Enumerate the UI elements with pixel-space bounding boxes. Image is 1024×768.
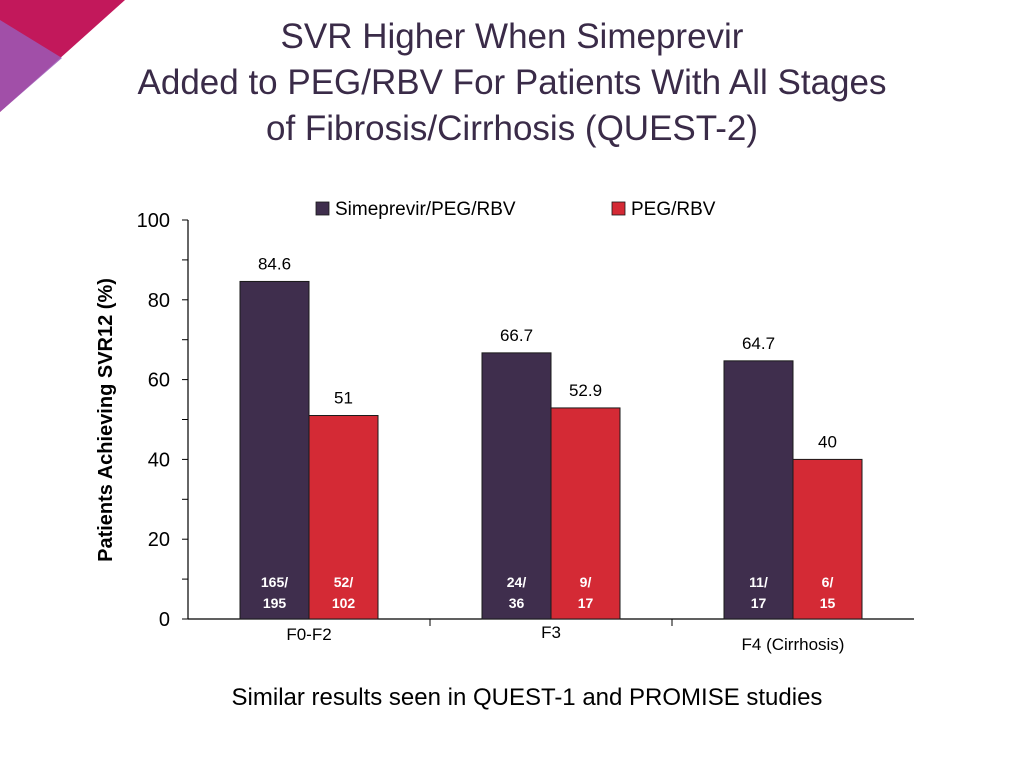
- bar: [481, 352, 552, 620]
- bar-count-numerator: 9/: [580, 574, 592, 590]
- bar: [550, 407, 621, 620]
- title-line-2: Added to PEG/RBV For Patients With All S…: [137, 63, 887, 102]
- bar-value-label: 52.9: [569, 381, 602, 400]
- legend-entry-label: Simeprevir/PEG/RBV: [335, 199, 516, 220]
- y-axis-label: Patients Achieving SVR12 (%): [95, 278, 117, 562]
- chart-legend: Simeprevir/PEG/RBV PEG/RBV: [315, 199, 716, 220]
- x-category-label: F4 (Cirrhosis): [742, 635, 845, 654]
- y-tick-label: 60: [148, 370, 170, 392]
- y-tick-label: 20: [148, 529, 170, 551]
- y-tick-label: 100: [137, 210, 170, 232]
- bar-count-numerator: 6/: [822, 574, 834, 590]
- bar-count-denominator: 102: [332, 595, 356, 611]
- legend-entry-label: PEG/RBV: [631, 199, 716, 220]
- legend-swatch: [315, 201, 330, 216]
- bar-count-numerator: 52/: [334, 574, 354, 590]
- bar-count-numerator: 11/: [749, 574, 768, 590]
- bar-value-label: 64.7: [742, 334, 775, 353]
- page-title: SVR Higher When Simeprevir Added to PEG/…: [40, 14, 984, 152]
- bar: [308, 415, 379, 620]
- bar-value-label: 40: [818, 432, 837, 451]
- title-line-3: of Fibrosis/Cirrhosis (QUEST-2): [265, 109, 759, 148]
- bar: [723, 360, 794, 620]
- corner-decoration: [0, 0, 125, 112]
- chart-bars: 84.6 165/195 51 52/102 66.7 24/36 52.9 9/17 64.7…: [239, 254, 863, 620]
- corner-purple-shape: [0, 20, 62, 112]
- bar-count-denominator: 36: [509, 595, 525, 611]
- y-tick-label: 40: [148, 449, 170, 471]
- footer-note: Similar results seen in QUEST-1 and PROM…: [231, 684, 823, 711]
- bar-count-denominator: 17: [751, 595, 767, 611]
- title-line-1: SVR Higher When Simeprevir: [280, 17, 744, 56]
- bar-count-numerator: 24/: [507, 574, 527, 590]
- x-category-label: F0-F2: [286, 625, 331, 644]
- bar-value-label: 51: [334, 389, 353, 408]
- y-tick-label: 0: [159, 609, 170, 631]
- bar-count-numerator: 165/: [261, 574, 288, 590]
- bar: [792, 458, 863, 620]
- bar: [239, 280, 310, 620]
- bar-value-label: 66.7: [500, 326, 533, 345]
- bar-count-denominator: 195: [263, 595, 287, 611]
- legend-swatch: [611, 201, 626, 216]
- x-category-label: F3: [541, 623, 561, 642]
- bar-count-denominator: 15: [820, 595, 836, 611]
- y-tick-label: 80: [148, 290, 170, 312]
- bar-value-label: 84.6: [258, 254, 291, 273]
- bar-count-denominator: 17: [578, 595, 594, 611]
